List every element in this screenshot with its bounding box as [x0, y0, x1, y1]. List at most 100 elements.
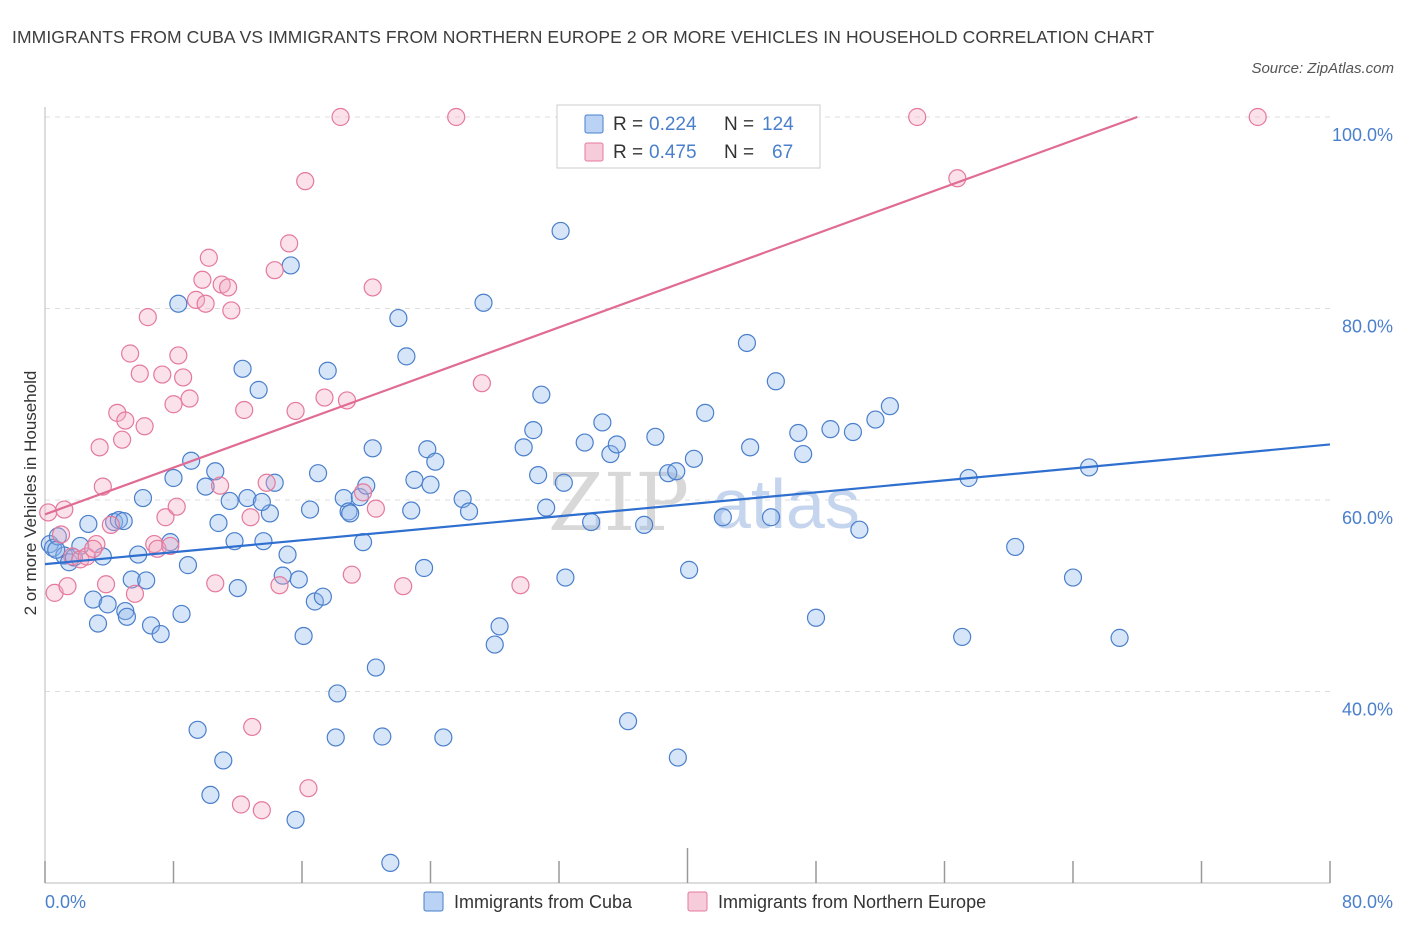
- data-point-cuba: [421, 475, 440, 494]
- data-point-cuba: [646, 427, 665, 446]
- data-point-neu: [135, 417, 154, 436]
- gridlines: [45, 116, 1330, 692]
- series-neu-points: [39, 107, 1267, 820]
- data-point-cuba: [84, 590, 103, 609]
- data-point-cuba: [249, 380, 268, 399]
- data-point-neu: [222, 301, 241, 320]
- series-legend: Immigrants from Cuba Immigrants from Nor…: [423, 891, 986, 912]
- data-point-cuba: [794, 444, 813, 464]
- legend-n-value-cuba: 124: [762, 114, 794, 135]
- data-point-cuba: [684, 449, 704, 468]
- x-tick-label: 0.0%: [45, 892, 86, 912]
- data-point-cuba: [474, 293, 493, 312]
- data-point-neu: [169, 346, 188, 365]
- data-point-neu: [280, 234, 299, 253]
- data-point-cuba: [326, 728, 345, 747]
- data-point-cuba: [607, 435, 626, 454]
- data-point-cuba: [318, 361, 337, 380]
- data-point-cuba: [137, 571, 156, 590]
- data-point-neu: [235, 400, 254, 420]
- data-point-cuba: [405, 470, 424, 489]
- data-point-cuba: [172, 604, 191, 624]
- data-point-neu: [472, 374, 491, 393]
- data-point-cuba: [582, 512, 601, 532]
- data-point-neu: [241, 508, 260, 527]
- data-point-neu: [286, 401, 305, 421]
- data-point-cuba: [228, 578, 247, 598]
- data-point-cuba: [843, 422, 863, 442]
- data-point-neu: [315, 388, 334, 407]
- data-point-cuba: [79, 514, 98, 534]
- data-point-neu: [125, 584, 145, 603]
- data-point-cuba: [48, 527, 67, 546]
- data-point-cuba: [308, 464, 328, 483]
- data-point-neu: [186, 290, 206, 309]
- data-point-cuba: [164, 468, 183, 488]
- bottom-legend-label-neu: Immigrants from Northern Europe: [718, 892, 986, 912]
- data-point-cuba: [151, 624, 170, 644]
- data-point-neu: [231, 795, 251, 814]
- data-point-cuba: [209, 513, 228, 533]
- data-point-cuba: [294, 626, 313, 646]
- data-point-cuba: [459, 502, 479, 521]
- data-point-neu: [84, 539, 103, 558]
- data-point-neu: [101, 515, 120, 534]
- trend-line-neu: [44, 115, 1138, 516]
- legend-r-label-cuba: R =: [613, 114, 643, 135]
- data-point-cuba: [806, 608, 826, 627]
- y-axis-label: 2 or more Vehicles in Household: [21, 371, 40, 616]
- legend-swatch-cuba: [584, 114, 604, 134]
- data-point-neu: [161, 536, 180, 556]
- data-point-cuba: [575, 433, 594, 452]
- data-point-neu: [366, 499, 385, 518]
- legend-swatch-neu: [584, 142, 604, 162]
- legend-r-value-cuba: 0.224: [649, 114, 697, 135]
- data-point-cuba: [761, 508, 781, 527]
- data-point-cuba: [201, 785, 220, 805]
- data-point-cuba: [381, 853, 400, 872]
- data-point-cuba: [328, 684, 347, 703]
- legend-n-label-cuba: N =: [724, 114, 754, 135]
- data-point-cuba: [117, 607, 137, 626]
- data-point-neu: [193, 270, 212, 289]
- data-point-cuba: [556, 568, 575, 587]
- data-point-neu: [96, 575, 116, 594]
- data-point-cuba: [741, 438, 760, 457]
- data-point-cuba: [601, 444, 620, 464]
- bottom-legend-swatch-cuba: [423, 891, 444, 912]
- data-point-cuba: [206, 462, 225, 481]
- data-point-cuba: [1063, 568, 1083, 587]
- data-point-neu: [196, 294, 215, 313]
- chart-title: IMMIGRANTS FROM CUBA VS IMMIGRANTS FROM …: [12, 27, 1155, 47]
- data-point-cuba: [300, 500, 320, 519]
- legend-r-label-neu: R =: [613, 142, 643, 163]
- data-point-cuba: [402, 501, 421, 520]
- data-point-cuba: [766, 372, 785, 391]
- data-point-cuba: [341, 504, 360, 523]
- data-point-cuba: [551, 221, 570, 241]
- data-point-neu: [180, 389, 199, 408]
- data-point-neu: [1248, 107, 1267, 127]
- legend-n-value-neu: 67: [772, 142, 793, 163]
- data-point-cuba: [286, 810, 305, 829]
- data-point-neu: [908, 107, 927, 127]
- data-point-neu: [116, 411, 135, 430]
- data-point-neu: [265, 261, 284, 280]
- data-point-neu: [153, 365, 172, 384]
- data-point-cuba: [233, 359, 252, 378]
- data-point-neu: [51, 525, 71, 544]
- data-point-cuba: [238, 488, 257, 508]
- data-point-cuba: [334, 488, 353, 508]
- data-point-neu: [130, 364, 149, 383]
- data-point-cuba: [366, 658, 385, 677]
- axes: [44, 107, 1331, 884]
- data-point-neu: [270, 576, 289, 595]
- data-point-cuba: [133, 488, 153, 508]
- data-point-cuba: [532, 385, 551, 404]
- data-point-neu: [299, 779, 318, 798]
- data-point-neu: [112, 430, 132, 449]
- data-point-neu: [257, 473, 276, 492]
- data-point-neu: [353, 483, 373, 502]
- data-point-cuba: [554, 473, 573, 492]
- data-point-neu: [58, 577, 77, 596]
